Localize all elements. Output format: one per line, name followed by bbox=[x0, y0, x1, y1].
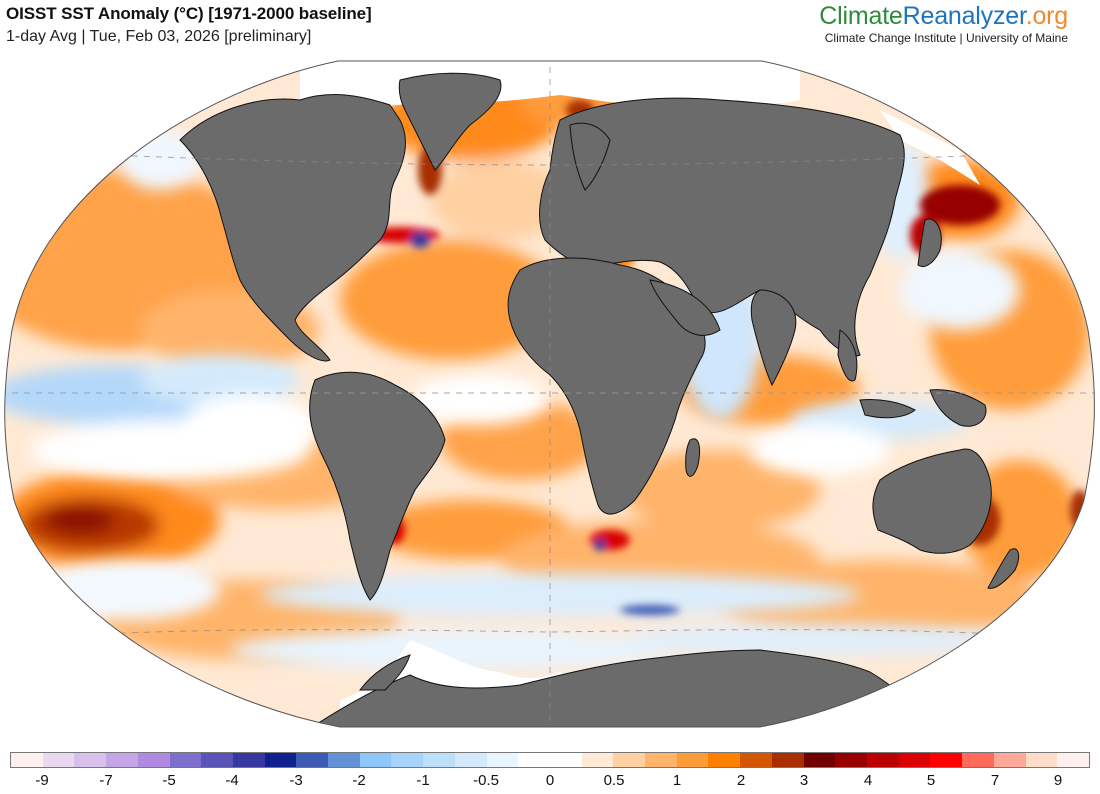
colorbar-tick-label: 7 bbox=[990, 772, 1000, 789]
colorbar-segment bbox=[930, 753, 963, 767]
colorbar-ticks: -9 -7 -5 -4 -3 -2 -1 -0.5 0 0.5 1 2 3 4 5 7 9 bbox=[10, 772, 1090, 792]
colorbar-segment bbox=[11, 753, 43, 767]
ocean-field bbox=[4, 61, 1095, 727]
colorbar-tick-label: -4 bbox=[225, 772, 239, 789]
colorbar-tick-label: 9 bbox=[1053, 772, 1063, 789]
colorbar bbox=[10, 752, 1090, 768]
colorbar-tick-label: 4 bbox=[863, 772, 873, 789]
colorbar-tick-label: -2 bbox=[352, 772, 366, 789]
colorbar-segment bbox=[42, 753, 75, 767]
colorbar-tick-label: 0.5 bbox=[603, 772, 625, 789]
colorbar-segment bbox=[486, 753, 519, 767]
colorbar-segment bbox=[423, 753, 455, 767]
colorbar-segment bbox=[866, 753, 899, 767]
brand-name-org: .org bbox=[1025, 2, 1068, 30]
header-subtitle: 1-day Avg | Tue, Feb 03, 2026 [prelimina… bbox=[6, 28, 312, 45]
colorbar-segment bbox=[169, 753, 202, 767]
header-title: OISST SST Anomaly (°C) [1971-2000 baseli… bbox=[6, 4, 372, 23]
colorbar-tick-label: 2 bbox=[736, 772, 746, 789]
colorbar-tick-label: -3 bbox=[289, 772, 303, 789]
colorbar-segment bbox=[676, 753, 709, 767]
graticule bbox=[4, 61, 1095, 727]
colorbar-tick-label: -7 bbox=[99, 772, 113, 789]
brand-subtitle: Climate Change Institute | University of… bbox=[824, 31, 1068, 45]
colorbar-segment bbox=[803, 753, 836, 767]
colorbar-segment bbox=[613, 753, 646, 767]
colorbar-tick-label: -9 bbox=[35, 772, 49, 789]
colorbar-segment bbox=[74, 753, 107, 767]
colorbar-segment bbox=[359, 753, 392, 767]
colorbar-segment bbox=[391, 753, 424, 767]
brand-name[interactable]: ClimateReanalyzer.org bbox=[819, 2, 1068, 30]
colorbar-segment bbox=[740, 753, 772, 767]
colorbar-segment bbox=[328, 753, 360, 767]
colorbar-tick-label: 1 bbox=[672, 772, 682, 789]
colorbar-segment bbox=[1025, 753, 1058, 767]
colorbar-tick-label: -0.5 bbox=[473, 772, 499, 789]
colorbar-segment bbox=[993, 753, 1026, 767]
colorbar-segment bbox=[898, 753, 931, 767]
colorbar-segment bbox=[264, 753, 297, 767]
colorbar-segment bbox=[454, 753, 487, 767]
colorbar-segment bbox=[708, 753, 741, 767]
colorbar-segment bbox=[296, 753, 329, 767]
colorbar-tick-label: 3 bbox=[799, 772, 809, 789]
colorbar-tick-label: 5 bbox=[926, 772, 936, 789]
brand-block: ClimateReanalyzer.org Climate Change Ins… bbox=[819, 2, 1068, 45]
brand-name-reanalyzer: Reanalyzer bbox=[902, 2, 1026, 30]
colorbar-segment bbox=[771, 753, 804, 767]
colorbar-tick-label: -1 bbox=[416, 772, 430, 789]
globe-outline bbox=[4, 60, 1095, 728]
colorbar-segment bbox=[1057, 753, 1089, 767]
colorbar-segment bbox=[137, 753, 170, 767]
colorbar-segment bbox=[232, 753, 265, 767]
sst-anomaly-map bbox=[0, 55, 1100, 735]
land-masses bbox=[179, 72, 1020, 727]
brand-name-climate: Climate bbox=[819, 2, 903, 30]
colorbar-segment bbox=[835, 753, 867, 767]
colorbar-segment bbox=[106, 753, 138, 767]
colorbar-segment bbox=[962, 753, 994, 767]
colorbar-tick-label: 0 bbox=[545, 772, 555, 789]
colorbar-segment bbox=[581, 753, 614, 767]
colorbar-tick-label: -5 bbox=[162, 772, 176, 789]
colorbar-segment bbox=[201, 753, 233, 767]
colorbar-segment bbox=[645, 753, 677, 767]
colorbar-segment bbox=[518, 753, 582, 767]
